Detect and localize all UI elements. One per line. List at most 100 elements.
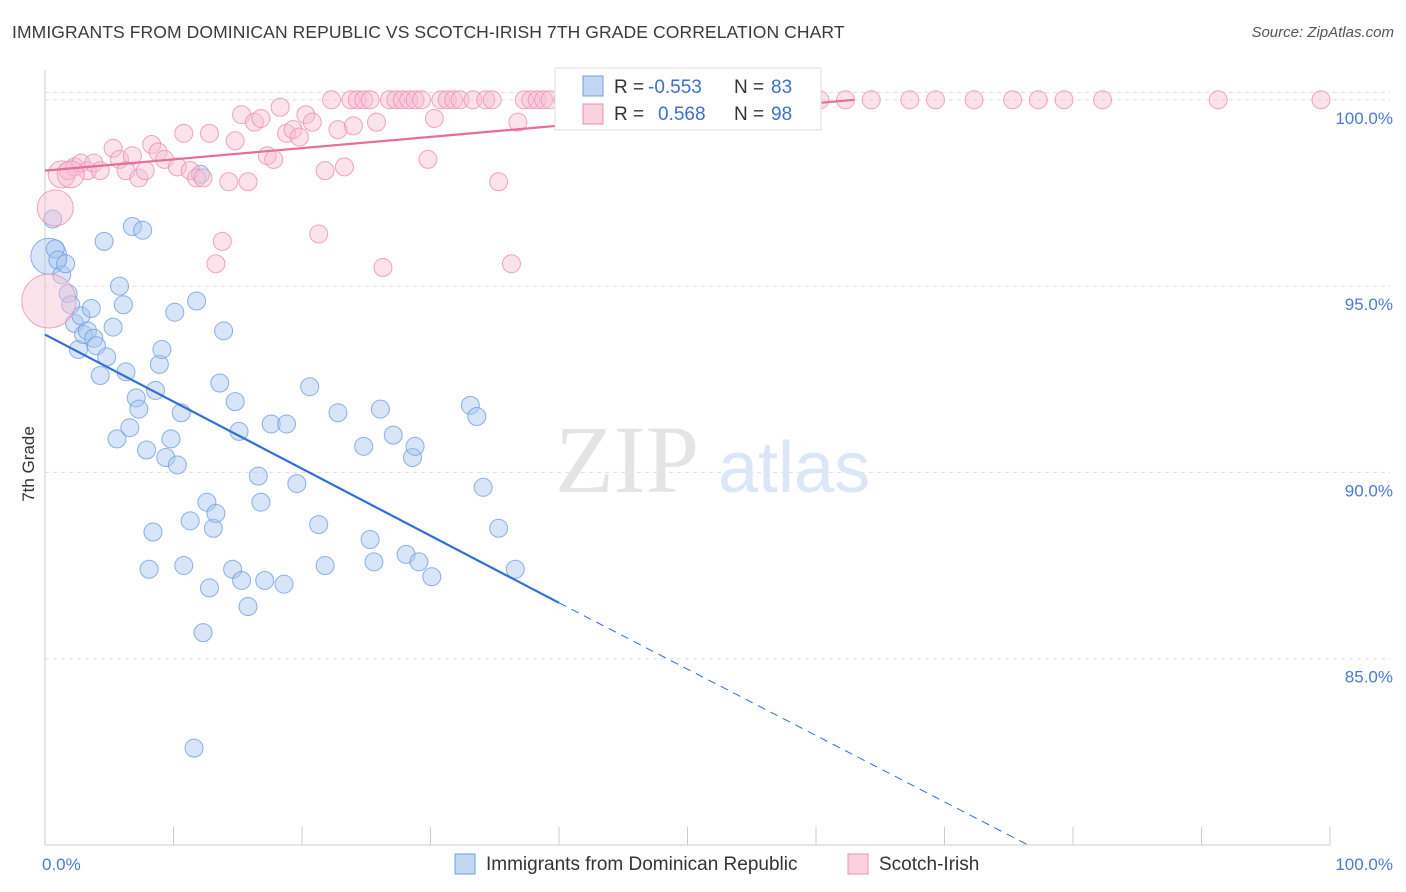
scotch-irish-point — [501, 254, 521, 274]
scotch-irish-point — [167, 157, 187, 177]
dominican-point — [354, 436, 374, 456]
scotch-irish-point — [270, 97, 290, 117]
dominican-point — [300, 377, 320, 397]
dominican-point — [360, 529, 380, 549]
scotch-irish-point — [212, 231, 232, 251]
x-tick-label: 0.0% — [42, 855, 81, 874]
scotch-irish-point — [405, 90, 425, 110]
scotch-irish-point — [373, 257, 393, 277]
dominican-point — [116, 362, 136, 382]
scotch-irish-point — [476, 90, 496, 110]
scotch-irish-point — [174, 123, 194, 143]
dominican-point — [122, 216, 142, 236]
dominican-point — [190, 164, 210, 184]
scotch-irish-point — [964, 90, 984, 110]
dominican-point — [174, 556, 194, 576]
dominican-point — [113, 295, 133, 315]
dominican-point — [94, 231, 114, 251]
watermark-atlas: atlas — [718, 428, 870, 508]
dominican-point — [133, 220, 153, 240]
bottom-legend-swatch-blue — [454, 853, 476, 875]
scotch-irish-point — [328, 120, 348, 140]
dominican-point — [328, 403, 348, 423]
dominican-point — [77, 321, 97, 341]
bottom-legend: Immigrants from Dominican Republic Scotc… — [454, 853, 979, 875]
legend-r-label-2: R = — [614, 104, 644, 125]
dominican-point — [309, 515, 329, 535]
legend-swatch-blue — [582, 75, 604, 97]
scotch-irish-point — [193, 168, 213, 188]
scotch-irish-point — [926, 90, 946, 110]
scotch-irish-point — [219, 172, 239, 192]
dominican-point — [261, 414, 281, 434]
scotch-irish-point — [315, 161, 335, 181]
scotch-irish-point — [302, 112, 322, 132]
dominican-point — [505, 559, 525, 579]
dominican-point — [56, 254, 76, 274]
scotch-irish-point — [534, 90, 554, 110]
dominican-point — [84, 328, 104, 348]
scotch-irish-point — [1093, 90, 1113, 110]
dominican-point — [156, 448, 176, 467]
legend-n-label-2: N = — [734, 104, 764, 125]
legend-n-value-1: 83 — [771, 77, 792, 98]
dominican-point — [422, 567, 442, 587]
scotch-irish-point — [187, 168, 207, 188]
scotch-irish-point — [360, 90, 380, 110]
dominican-point — [238, 597, 258, 617]
dominican-point — [161, 429, 181, 449]
dominican-point — [193, 623, 213, 643]
legend-r-value-2: 0.568 — [658, 104, 706, 125]
scotch-irish-point — [900, 90, 920, 110]
scotch-irish-point — [277, 123, 297, 143]
scotch-irish-point — [354, 90, 374, 110]
dominican-point — [403, 448, 423, 467]
y-tick-label: 100.0% — [1335, 109, 1393, 128]
dominican-point — [167, 455, 187, 475]
dominican-point — [180, 511, 200, 531]
series-dominican-points — [30, 164, 525, 758]
scotch-irish-point — [343, 116, 363, 136]
dominican-point — [248, 466, 268, 486]
scotch-irish-point — [135, 161, 155, 181]
scotch-irish-point — [861, 90, 881, 110]
legend-r-label-1: R = — [614, 77, 644, 98]
dominican-point — [210, 373, 230, 393]
dominican-point — [251, 492, 271, 512]
scotch-irish-point — [1208, 90, 1228, 110]
dominican-point — [225, 392, 245, 412]
scotch-irish-point — [264, 149, 284, 169]
y-tick-label: 95.0% — [1345, 295, 1393, 314]
dominican-point — [120, 418, 140, 438]
legend-n-label-1: N = — [734, 77, 764, 98]
dominican-point — [405, 436, 425, 456]
scotch-irish-point — [56, 160, 85, 189]
scotch-irish-point — [367, 112, 387, 132]
y-axis-label: 7th Grade — [19, 426, 38, 502]
scotch-irish-point — [122, 146, 142, 166]
dominican-point — [107, 429, 127, 449]
scotch-irish-point — [444, 90, 464, 110]
dominican-trend-extension — [558, 602, 1029, 846]
scotch-irish-point — [482, 90, 502, 110]
scotch-irish-point — [1003, 90, 1023, 110]
scotch-irish-point — [238, 172, 258, 192]
dominican-point — [232, 570, 252, 590]
scotch-irish-point — [289, 127, 309, 147]
dominican-point — [255, 570, 275, 590]
dominican-point — [206, 503, 226, 523]
scotch-irish-point — [225, 131, 245, 151]
dominican-point — [81, 298, 101, 318]
dominican-point — [165, 302, 185, 322]
y-tick-label: 90.0% — [1345, 481, 1393, 500]
scotch-irish-point — [1311, 90, 1331, 110]
x-tick-label: 100.0% — [1335, 855, 1393, 874]
bottom-legend-label-blue: Immigrants from Dominican Republic — [486, 854, 798, 875]
source-label: Source: ZipAtlas.com — [1251, 24, 1394, 41]
dominican-point — [126, 388, 146, 408]
scotch-irish-point — [283, 120, 303, 140]
dominican-point — [184, 738, 204, 758]
legend-r-value-1: -0.553 — [648, 77, 702, 98]
tick-labels: 85.0% 90.0% 95.0% 100.0% 0.0% 100.0% — [42, 109, 1393, 874]
